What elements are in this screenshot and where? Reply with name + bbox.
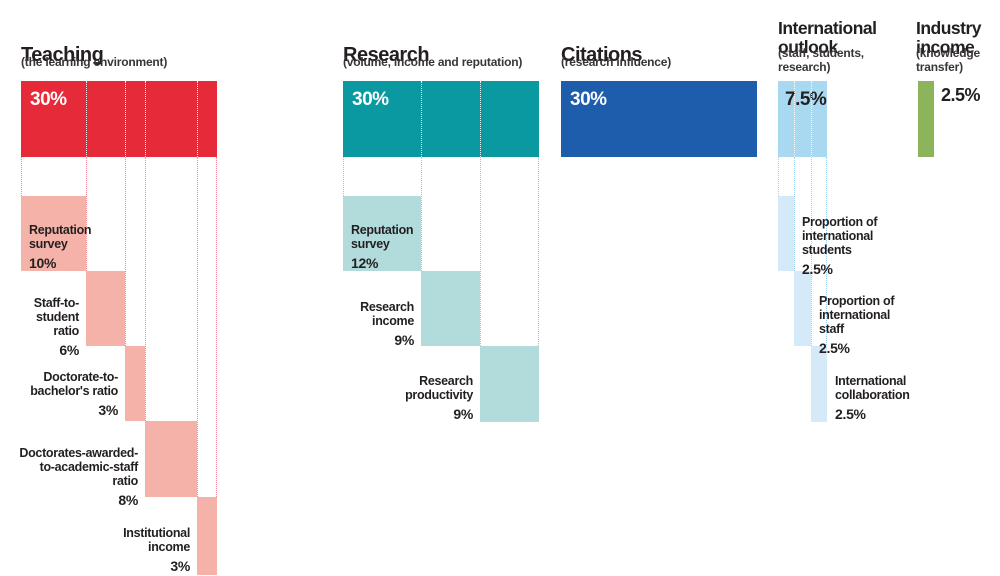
section-title-international-outlook: International outlook bbox=[778, 17, 877, 57]
subweight-label-text: Proportion of international students bbox=[802, 215, 878, 257]
guide-line bbox=[125, 157, 126, 346]
subweight-block-staff-student-ratio bbox=[86, 271, 125, 346]
guide-line bbox=[86, 157, 87, 271]
subweight-value: 9% bbox=[453, 406, 473, 422]
bar-divider bbox=[145, 81, 146, 157]
bar-divider bbox=[421, 81, 422, 157]
subweight-label-text: Proportion of international staff bbox=[819, 294, 895, 336]
bar-divider bbox=[86, 81, 87, 157]
subweight-value: 10% bbox=[29, 255, 57, 271]
subweight-label-research-reputation: Reputation survey 12% bbox=[351, 209, 431, 284]
guide-line bbox=[216, 157, 217, 573]
section-subtitle-teaching: (the learning environment) bbox=[21, 55, 168, 69]
subweight-value: 2.5% bbox=[819, 340, 850, 356]
section-title-teaching: Teaching bbox=[21, 43, 104, 66]
section-subtitle-international-outlook: (staff, students, research) bbox=[778, 46, 864, 74]
subweight-value: 3% bbox=[170, 558, 190, 574]
subweight-block-reputation-survey bbox=[21, 196, 86, 271]
subweight-block-doctorates-staff-ratio bbox=[145, 421, 197, 497]
guide-line bbox=[421, 157, 422, 271]
subweight-block-doctorate-bachelor-ratio bbox=[125, 346, 145, 421]
subweight-label-text: Doctorates-awarded- to-academic-staff ra… bbox=[19, 446, 138, 488]
bar-divider bbox=[197, 81, 198, 157]
weight-bar-international-outlook: 7.5% bbox=[778, 81, 827, 157]
bar-divider bbox=[480, 81, 481, 157]
subweight-label-text: Research productivity bbox=[405, 374, 473, 402]
subweight-label-staff-student-ratio: Staff-to- student ratio 6% bbox=[0, 282, 80, 371]
bar-divider bbox=[125, 81, 126, 157]
guide-line bbox=[811, 157, 812, 346]
guide-line bbox=[794, 157, 795, 271]
subweight-label-text: Reputation survey bbox=[351, 223, 414, 251]
weight-value-international-outlook: 7.5% bbox=[785, 89, 827, 110]
guide-line bbox=[538, 157, 539, 422]
weight-bar-industry-income bbox=[918, 81, 934, 157]
subweight-block-research-productivity bbox=[480, 346, 539, 422]
subweight-block-international-collaboration bbox=[811, 346, 827, 422]
subweight-label-text: International collaboration bbox=[835, 374, 910, 402]
bar-divider bbox=[811, 81, 812, 157]
subweight-value: 3% bbox=[98, 402, 118, 418]
subweight-block-international-staff bbox=[794, 271, 811, 346]
weight-value-teaching: 30% bbox=[30, 89, 67, 110]
subweight-label-text: Staff-to- student ratio bbox=[33, 296, 80, 338]
subweight-value: 2.5% bbox=[835, 406, 866, 422]
subweight-value: 12% bbox=[351, 255, 379, 271]
subweight-block-institutional-income bbox=[197, 497, 217, 575]
section-title-industry-income: Industry income bbox=[916, 17, 982, 57]
subweight-label-text: Doctorate-to- bachelor's ratio bbox=[30, 370, 118, 398]
guide-line bbox=[343, 157, 344, 196]
section-subtitle-industry-income: (knowledge transfer) bbox=[916, 46, 981, 74]
subweight-label-text: Reputation survey bbox=[29, 223, 92, 251]
guide-line bbox=[778, 157, 779, 196]
subweight-label-text: Institutional income bbox=[123, 526, 190, 554]
subweight-label-doctorates-staff-ratio: Doctorates-awarded- to-academic-staff ra… bbox=[0, 432, 138, 521]
subweight-block-research-reputation bbox=[343, 196, 421, 271]
section-title-research: Research bbox=[343, 43, 430, 66]
weight-value-research: 30% bbox=[352, 89, 389, 110]
weight-bar-teaching: 30% bbox=[21, 81, 217, 157]
subweight-label-text: Research income bbox=[360, 300, 414, 328]
section-subtitle-research: (volume, income and reputation) bbox=[343, 55, 523, 69]
subweight-label-reputation-survey: Reputation survey 10% bbox=[29, 209, 99, 284]
subweight-value: 6% bbox=[59, 342, 79, 358]
subweight-value: 9% bbox=[394, 332, 414, 348]
subweight-label-research-income: Research income 9% bbox=[304, 286, 414, 361]
weight-bar-citations: 30% bbox=[561, 81, 757, 157]
section-subtitle-citations: (research influence) bbox=[561, 55, 672, 69]
weight-value-industry-income: 2.5% bbox=[941, 85, 981, 105]
subweight-label-international-staff: Proportion of international staff 2.5% bbox=[819, 280, 934, 369]
guide-line bbox=[826, 157, 827, 421]
guide-line bbox=[21, 157, 22, 196]
subweight-block-research-income bbox=[421, 271, 480, 346]
guide-line bbox=[197, 157, 198, 497]
section-title-citations: Citations bbox=[561, 43, 643, 66]
subweight-label-international-collaboration: International collaboration 2.5% bbox=[835, 360, 950, 435]
guide-line bbox=[145, 157, 146, 421]
subweight-label-institutional-income: Institutional income 3% bbox=[80, 512, 190, 576]
subweight-block-international-students bbox=[778, 196, 794, 271]
subweight-value: 8% bbox=[118, 492, 138, 508]
subweight-label-research-productivity: Research productivity 9% bbox=[353, 360, 473, 435]
weight-bar-research: 30% bbox=[343, 81, 539, 157]
guide-line bbox=[480, 157, 481, 346]
subweight-label-doctorate-bachelor-ratio: Doctorate-to- bachelor's ratio 3% bbox=[0, 356, 118, 431]
bar-divider bbox=[794, 81, 795, 157]
weight-value-citations: 30% bbox=[570, 89, 607, 110]
subweight-value: 2.5% bbox=[802, 261, 833, 277]
subweight-label-international-students: Proportion of international students 2.5… bbox=[802, 201, 917, 290]
